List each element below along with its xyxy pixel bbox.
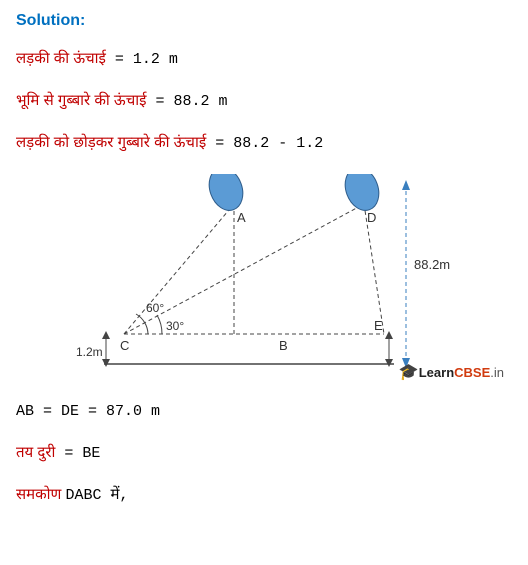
learncbse-logo: 🎓LearnCBSE.in xyxy=(399,362,504,382)
line-5-math: = BE xyxy=(55,445,100,462)
line-5: तय दुरी = BE xyxy=(16,442,512,462)
line-1-hindi: लड़की की ऊंचाई xyxy=(16,50,106,67)
line-1-math: = 1.2 m xyxy=(106,51,178,68)
svg-text:C: C xyxy=(120,338,129,353)
geometry-diagram: A B C D E 60°30° 1.2m 88.2m xyxy=(74,174,454,384)
svg-text:88.2m: 88.2m xyxy=(414,257,450,272)
line-5-hindi: तय दुरी xyxy=(16,444,55,461)
line-3-hindi: लड़की को छोड़कर गुब्बारे की ऊंचाई xyxy=(16,134,206,151)
line-4: AB = DE = 87.0 m xyxy=(16,402,512,420)
logo-in: .in xyxy=(490,365,504,380)
line-2-hindi: भूमि से गुब्बारे की ऊंचाई xyxy=(16,92,146,109)
svg-text:60°: 60° xyxy=(146,301,164,315)
logo-cbse: CBSE xyxy=(454,365,490,380)
line-3-math: = 88.2 - 1.2 xyxy=(206,135,323,152)
line-3: लड़की को छोड़कर गुब्बारे की ऊंचाई = 88.2… xyxy=(16,132,512,152)
svg-text:1.2m: 1.2m xyxy=(76,345,103,359)
solution-heading: Solution: xyxy=(16,12,512,30)
svg-text:D: D xyxy=(367,210,376,225)
svg-text:30°: 30° xyxy=(166,319,184,333)
graduation-cap-icon: 🎓 xyxy=(399,364,419,381)
svg-text:A: A xyxy=(237,210,246,225)
svg-text:E: E xyxy=(374,318,383,333)
svg-text:B: B xyxy=(279,338,288,353)
line-1: लड़की की ऊंचाई = 1.2 m xyxy=(16,48,512,68)
diagram-container: A B C D E 60°30° 1.2m 88.2m 🎓LearnCBSE.in xyxy=(16,174,512,384)
line-6-hindi: समकोण xyxy=(16,486,66,503)
logo-learn: Learn xyxy=(419,365,454,380)
line-4-math: AB = DE = 87.0 m xyxy=(16,403,160,420)
line-6: समकोण DABC में, xyxy=(16,484,512,504)
line-6-math: DABC में, xyxy=(66,487,129,504)
line-2: भूमि से गुब्बारे की ऊंचाई = 88.2 m xyxy=(16,90,512,110)
line-2-math: = 88.2 m xyxy=(146,93,227,110)
